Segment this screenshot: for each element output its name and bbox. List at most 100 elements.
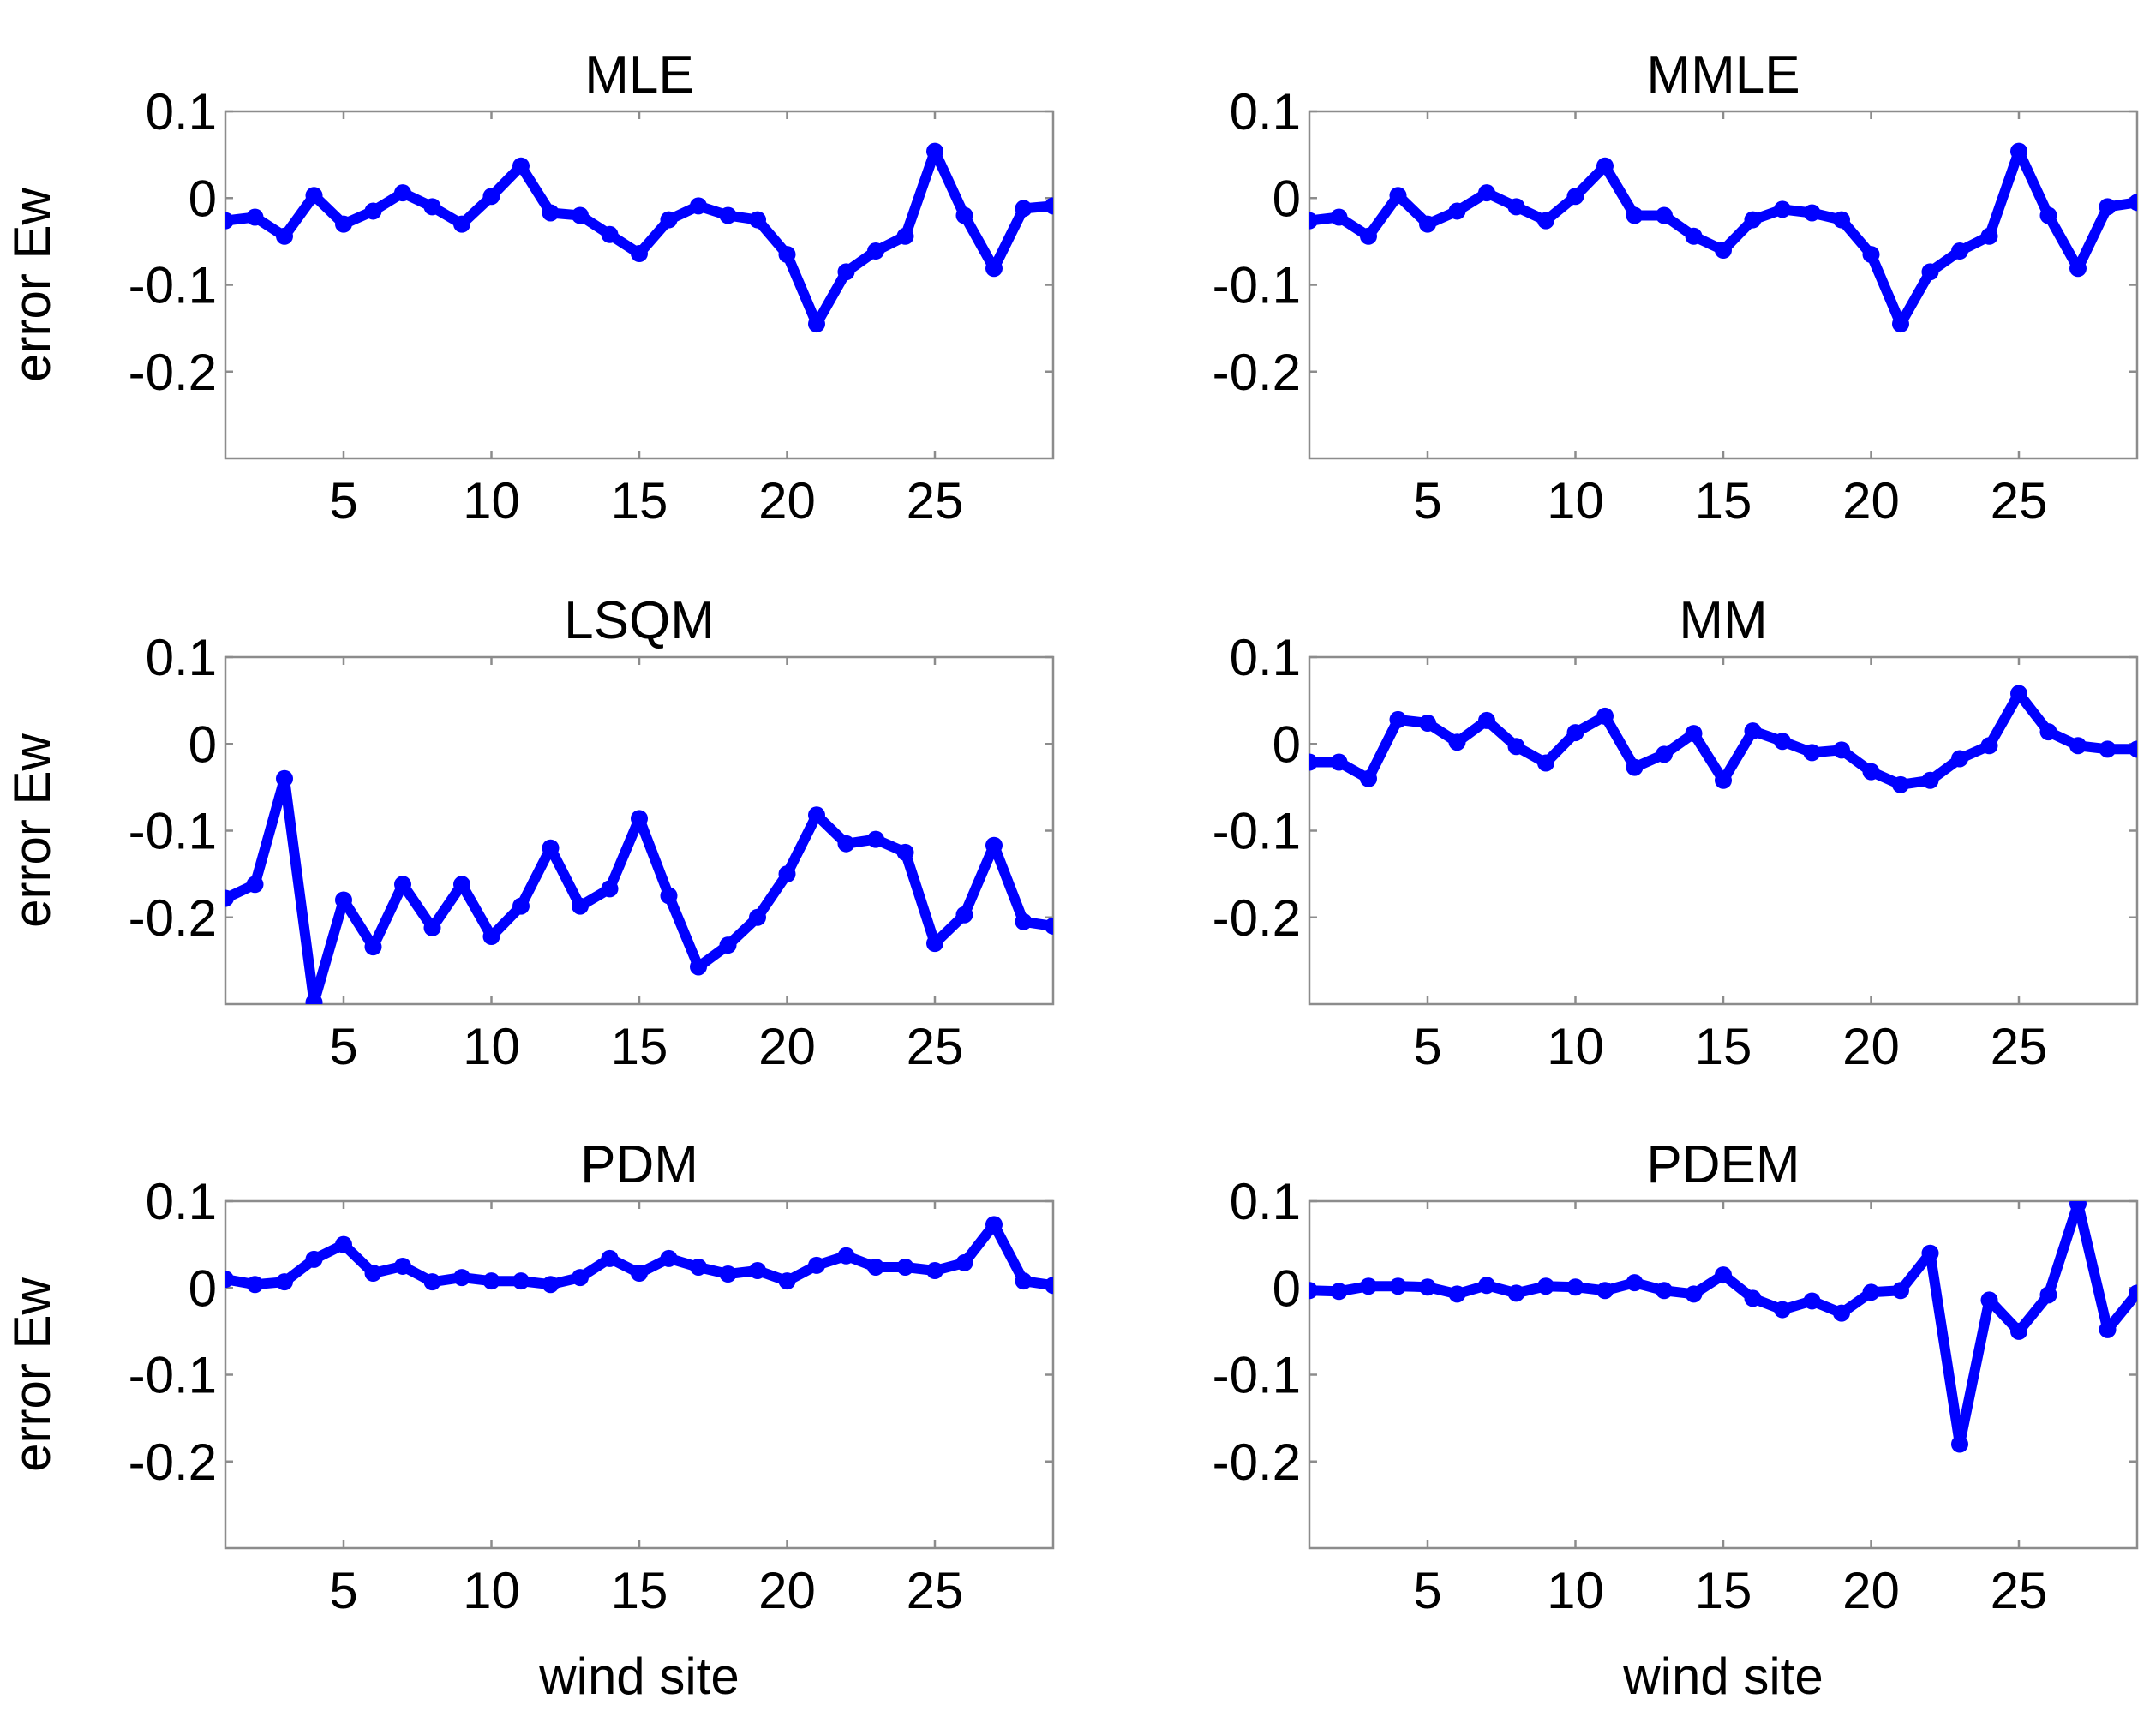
mle-data-point [335, 215, 352, 233]
mle-ytick-label: 0 [189, 170, 217, 227]
mle-data-point [985, 260, 1003, 278]
pdem-data-point [1921, 1244, 1939, 1262]
mle-series [225, 142, 1053, 333]
mmle-data-point [1833, 211, 1850, 229]
lsqm-data-point [305, 993, 323, 1004]
mle-data-point [631, 245, 648, 263]
mle-data-point [364, 202, 382, 220]
mm-data-point [1360, 769, 1377, 787]
mle-title: MLE [584, 45, 693, 105]
pdem-data-point [2039, 1286, 2057, 1304]
panel-lsqm: LSQM 5 10 15 20 25 0.1 0 -0.1 -0.2 error Ew [3, 591, 1055, 1075]
mm-data-point [1892, 775, 1909, 793]
pdm-data-point [985, 1216, 1003, 1234]
pdem-data-point [1448, 1285, 1466, 1303]
pdem-xtick-label: 15 [1695, 1562, 1752, 1619]
lsqm-data-point [542, 839, 560, 857]
lsqm-data-point [364, 938, 382, 956]
pdem-data-point [2010, 1322, 2027, 1340]
pdm-xtick-label: 10 [463, 1562, 520, 1619]
lsqm-xtick-label: 10 [463, 1018, 520, 1075]
mle-ytick-label: 0.1 [146, 83, 217, 141]
mm-data-point [1744, 722, 1762, 740]
mle-xtick-label: 20 [758, 472, 816, 529]
mmle-data-point [1419, 215, 1436, 233]
pdm-data-point [660, 1249, 678, 1267]
mmle-data-point [1951, 242, 1968, 260]
pdm-data-point [246, 1276, 264, 1294]
pdem-data-point [2129, 1284, 2137, 1302]
mmle-data-point [2099, 198, 2117, 216]
lsqm-xtick-label: 15 [611, 1018, 668, 1075]
mmle-ytick-label: -0.2 [1213, 344, 1301, 401]
mm-data-point [1448, 733, 1466, 751]
pdem-xtick-label: 10 [1547, 1562, 1604, 1619]
mmle-data-point [2069, 260, 2087, 278]
mm-ytick-label: 0 [1273, 715, 1301, 773]
mle-ytick-label: -0.2 [129, 344, 217, 401]
pdem-data-point [2069, 1201, 2087, 1213]
lsqm-data-point [423, 918, 441, 936]
pdm-ytick-label: -0.2 [129, 1433, 217, 1491]
mm-ytick-label: -0.2 [1213, 889, 1301, 947]
mm-data-point [1389, 710, 1407, 728]
pdem-xtick-label: 25 [1991, 1562, 2048, 1619]
pdm-data-point [364, 1265, 382, 1283]
lsqm-data-point [246, 876, 264, 894]
mm-data-point [1507, 738, 1525, 756]
mm-data-point [1596, 707, 1614, 725]
mmle-data-point [1774, 200, 1791, 218]
mle-data-point [453, 215, 470, 233]
mmle-data-point [2039, 206, 2057, 224]
mmle-data-point [1389, 187, 1407, 205]
lsqm-ytick-label: 0 [189, 715, 217, 773]
lsqm-data-point [985, 836, 1003, 854]
lsqm-title: LSQM [564, 591, 715, 650]
pdem-data-point [1626, 1274, 1644, 1292]
lsqm-ytick-label: 0.1 [146, 629, 217, 686]
pdm-data-point [394, 1257, 411, 1275]
mmle-data-point [1685, 227, 1703, 245]
lsqm-data-point [601, 880, 619, 898]
mmle-data-point [1309, 212, 1318, 230]
pdem-data-point [1309, 1282, 1318, 1300]
pdm-ytick-label: 0 [189, 1259, 217, 1317]
mm-data-point [2069, 737, 2087, 755]
pdem-data-point [1803, 1292, 1821, 1310]
mm-xtick-label: 20 [1842, 1018, 1900, 1075]
pdem-data-point [1715, 1266, 1732, 1284]
mle-xtick-label: 25 [907, 472, 964, 529]
mle-data-point [572, 206, 589, 224]
pdem-plot-frame [1308, 1199, 2139, 1550]
mm-ytick-label: 0.1 [1230, 629, 1301, 686]
mle-data-point [660, 211, 678, 229]
mle-data-point [482, 188, 500, 206]
mmle-data-point [1507, 198, 1525, 216]
mmle-data-point [2010, 142, 2027, 160]
mmle-ytick-label: 0.1 [1230, 83, 1301, 141]
pdm-data-point [512, 1272, 530, 1290]
mm-data-point [1330, 753, 1348, 771]
lsqm-data-point [719, 936, 737, 954]
lsqm-data-point [1015, 912, 1033, 930]
pdem-data-point [1360, 1277, 1377, 1295]
pdem-data-point [1478, 1277, 1495, 1295]
pdem-ytick-label: -0.1 [1213, 1347, 1301, 1404]
mmle-xtick-label: 10 [1547, 472, 1604, 529]
pdem-xtick-label: 5 [1413, 1562, 1441, 1619]
mm-data-point [1715, 771, 1732, 789]
pdm-data-point [542, 1276, 560, 1294]
lsqm-data-point [778, 865, 796, 883]
pdem-data-point [1330, 1283, 1348, 1301]
pdm-data-point [225, 1271, 234, 1289]
mle-xtick-label: 15 [611, 472, 668, 529]
pdm-data-point [276, 1273, 293, 1291]
pdem-series-line [1309, 1201, 2137, 1450]
mle-data-point [778, 246, 796, 264]
lsqm-data-point [690, 958, 707, 976]
mm-data-point [1309, 753, 1318, 771]
pdm-data-point [926, 1262, 943, 1279]
lsqm-data-point [926, 935, 943, 953]
pdm-data-point [572, 1269, 589, 1287]
mle-data-point [601, 225, 619, 243]
